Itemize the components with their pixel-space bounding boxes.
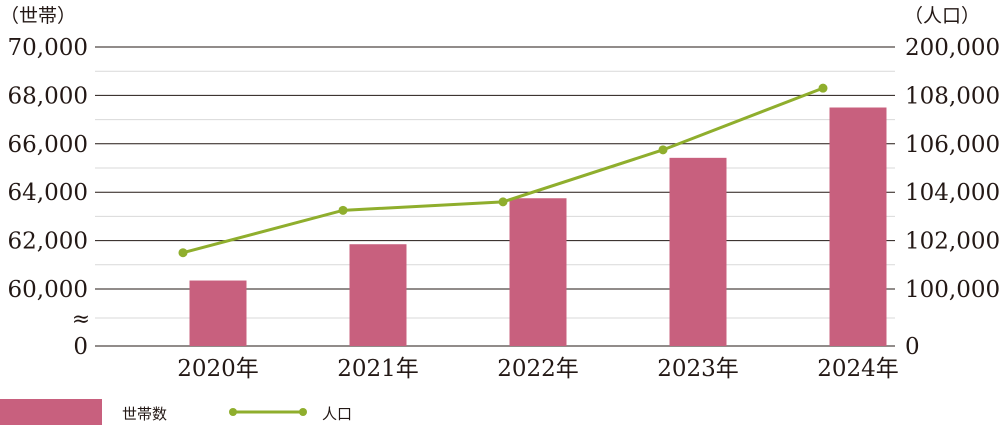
line-point <box>338 205 348 215</box>
population-line <box>182 86 824 255</box>
bar <box>189 280 247 346</box>
left-tick-label: 70,000 <box>8 35 88 61</box>
bar <box>349 244 407 346</box>
legend-bar-label: 世帯数 <box>122 404 168 423</box>
left-tick-label: 60,000 <box>8 277 88 303</box>
axis-break-symbol: ≈ <box>72 307 90 332</box>
left-tick-label: 64,000 <box>8 180 88 206</box>
x-axis-ticks: 2020年 2021年 2022年 2023年 2024年 <box>177 356 899 382</box>
right-tick-label: 108,000 <box>905 83 1000 109</box>
legend-line-swatch <box>229 408 307 416</box>
line-point <box>178 248 188 258</box>
bar <box>829 107 887 346</box>
right-tick-label: 0 <box>905 334 920 360</box>
right-tick-label: 200,000 <box>905 35 1000 61</box>
left-tick-label: 68,000 <box>8 83 88 109</box>
line-point <box>658 145 668 155</box>
x-tick-label: 2022年 <box>497 356 579 382</box>
line-point <box>818 83 828 93</box>
legend-bar-swatch <box>0 399 102 425</box>
left-tick-label: 66,000 <box>8 132 88 158</box>
left-axis-ticks: 0 60,000 62,000 64,000 66,000 68,000 70,000 <box>8 35 88 360</box>
right-axis-ticks: 0 100,000 102,000 104,000 106,000 108,000 200,… <box>905 35 1000 360</box>
x-tick-label: 2023年 <box>657 356 739 382</box>
left-tick-label: 0 <box>73 334 88 360</box>
bar <box>669 157 727 346</box>
x-tick-label: 2021年 <box>337 356 419 382</box>
bar <box>509 198 567 346</box>
legend-line-label: 人口 <box>322 404 353 423</box>
right-tick-label: 106,000 <box>905 132 1000 158</box>
left-tick-label: 62,000 <box>8 229 88 255</box>
x-tick-label: 2020年 <box>177 356 259 382</box>
x-tick-label: 2024年 <box>817 356 899 382</box>
line-series <box>178 83 828 258</box>
right-tick-label: 102,000 <box>905 229 1000 255</box>
left-axis-unit: （世帯） <box>0 5 76 27</box>
line-point <box>498 197 508 207</box>
right-tick-label: 104,000 <box>905 180 1000 206</box>
combo-chart: 0 60,000 62,000 64,000 66,000 68,000 70,000 0 1… <box>0 5 1000 382</box>
bar-series <box>189 107 887 346</box>
right-tick-label: 100,000 <box>905 277 1000 303</box>
right-axis-unit: （人口） <box>904 5 980 27</box>
legend-line-item: 人口 <box>322 398 352 428</box>
legend-bar-item: 世帯数 <box>122 398 167 428</box>
